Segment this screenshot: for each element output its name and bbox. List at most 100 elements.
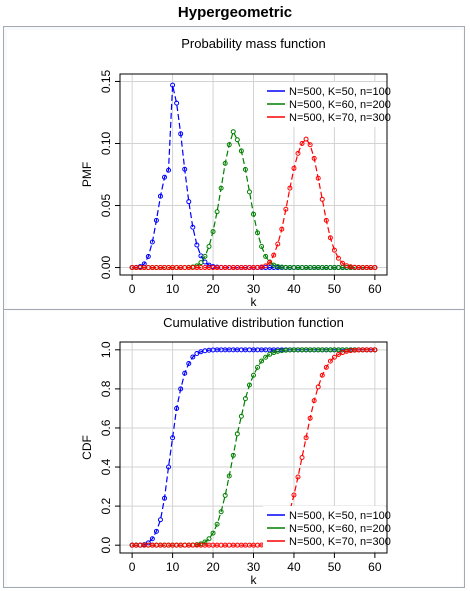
cdf-series-0-point-9 [166,464,172,470]
cdf-legend-label-0: N=500, K=50, n=100 [289,510,391,522]
cdf-y-tick-label-4: 0.8 [99,380,113,397]
pmf-series-0-point-14 [186,199,192,205]
pmf-series-2-point-40 [291,165,297,171]
cdf-y-tick-label-1: 0.2 [99,497,113,514]
pmf-series-1-point-30 [251,211,256,217]
page-title: Hypergeometric [177,4,293,21]
cdf-series-1-point-29 [246,382,252,388]
cdf-series-2-point-50 [331,354,337,360]
cdf-series-1-point-21 [214,521,220,527]
pmf-y-tick-label-3: 0.15 [99,69,113,93]
pmf-chart-svg: Probability mass function 0 10 20 30 40 50 60 0.… [80,36,391,309]
pmf-series-0-point-8 [162,174,167,180]
pmf-series-2-point-60 [372,265,378,271]
pmf-series-0-point-18 [202,259,208,265]
pmf-chart: Probability mass function 0 10 20 30 40 50 60 0.… [7,30,463,309]
pmf-series-2-point-48 [323,217,329,223]
pmf-series-2-point-50 [331,247,337,253]
pmf-series-1-point-26 [234,137,240,143]
pmf-series-1-point-27 [238,148,244,154]
cdf-series-2-point-46 [315,384,321,390]
pmf-series-2-point-43 [303,136,309,142]
cdf-series-1-point-18 [202,539,208,545]
cdf-series-line-2 [132,349,375,546]
pmf-x-tick-label-0: 0 [129,282,136,296]
pmf-y-tick-label-0: 0.00 [99,256,113,280]
cdf-series-2-point-60 [372,347,378,353]
pmf-series-1-point-23 [222,160,228,166]
cdf-series-0-point-7 [157,517,163,523]
panel-separator [3,309,465,310]
cdf-series-2-point-42 [299,454,305,460]
pmf-series-1-point-18 [202,253,208,259]
cdf-series-1-point-27 [238,413,244,419]
cdf-series-2-point-51 [335,352,341,358]
pmf-legend-label-2: N=500, K=70, n=300 [289,112,391,124]
cdf-y-axis-label: CDF [80,435,94,460]
cdf-series-1-point-19 [206,536,212,542]
pmf-series-1-point-31 [255,230,261,236]
cdf-x-tick-label-0: 0 [129,560,136,574]
cdf-series-0-point-11 [174,405,180,411]
pmf-series-0-point-16 [194,242,200,248]
cdf-x-tick-label-2: 20 [206,560,220,574]
cdf-x-tick-label-6: 60 [368,560,382,574]
cdf-series-0-point-13 [182,370,188,376]
cdf-title: Cumulative distribution function [163,315,344,330]
cdf-series-2-point-48 [323,364,329,370]
cdf-series-2-point-41 [295,474,301,480]
cdf-x-tick-label-5: 50 [328,560,342,574]
cdf-x-tick-label-4: 40 [287,560,301,574]
cdf-series-0-point-10 [170,435,176,441]
pmf-series-1-point-17 [198,260,204,266]
pmf-series-2-point-33 [263,263,269,269]
pmf-series-1-point-28 [242,167,248,173]
pmf-series-line-2 [132,138,375,269]
cdf-series-0-point-6 [153,528,159,534]
cdf-series-2-point-49 [327,358,333,364]
pmf-series-1-point-22 [218,185,224,191]
pmf-series-2-point-45 [311,155,317,161]
pmf-x-axis-label: k [251,295,258,308]
pmf-x-tick-label-3: 30 [247,282,261,296]
cdf-series-2-point-43 [303,435,309,441]
pmf-series-0-point-12 [178,131,184,137]
pmf-x-tick-label-5: 50 [328,282,342,296]
cdf-series-0-point-14 [186,360,192,366]
pmf-series-2-point-36 [275,241,281,247]
cdf-y-tick-label-5: 1.0 [99,341,113,358]
pmf-series-2-point-49 [327,235,333,241]
pmf-y-axis-label: PMF [80,162,94,187]
pmf-series-2-point-41 [295,150,301,156]
cdf-x-tick-label-1: 10 [166,560,180,574]
cdf-series-1-point-23 [222,492,228,498]
pmf-series-1-point-32 [259,243,265,249]
cdf-series-1-point-24 [226,473,232,479]
cdf-series-0-point-5 [149,536,155,542]
pmf-series-1-point-21 [214,209,220,215]
pmf-x-tick-label-4: 40 [287,282,301,296]
cdf-series-2-point-45 [311,398,317,404]
pmf-series-2-point-52 [340,260,345,266]
pmf-series-1-point-25 [230,129,236,135]
pmf-series-0-point-13 [182,166,188,172]
pmf-series-2-point-39 [287,185,293,191]
pmf-series-2-point-47 [319,196,325,202]
pmf-series-2-point-46 [315,175,321,181]
cdf-chart-svg: Cumulative distribution function 0 10 20 30 4… [80,315,391,587]
cdf-series-1-point-32 [259,358,265,364]
cdf-series-2-point-40 [291,492,297,498]
cdf-y-tick-label-2: 0.4 [99,458,113,475]
cdf-series-2-point-52 [340,350,345,356]
pmf-series-2-point-51 [335,255,341,261]
pmf-y-tick-label-1: 0.05 [99,194,113,218]
cdf-y-tick-label-0: 0.0 [99,537,113,554]
cdf-series-0-point-16 [194,351,200,357]
cdf-series-1-point-31 [255,364,261,370]
pmf-series-2-point-38 [283,206,289,212]
cdf-series-line-0 [132,349,375,546]
cdf-chart: Cumulative distribution function 0 10 20 30 4… [7,311,463,587]
cdf-series-0-point-12 [178,386,184,392]
cdf-series-1-point-30 [251,372,256,378]
cdf-series-2-point-47 [319,372,325,378]
